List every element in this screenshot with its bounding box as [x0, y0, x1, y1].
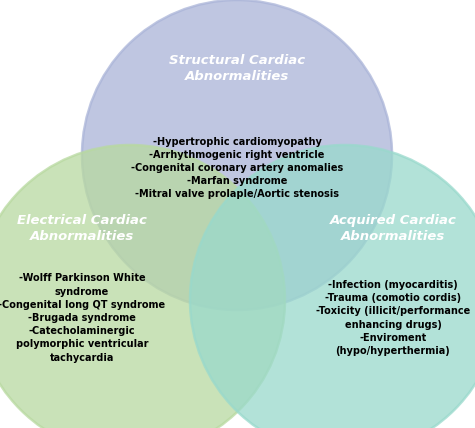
Text: -Hypertrophic cardiomyopathy
-Arrhythmogenic right ventricle
-Congenital coronar: -Hypertrophic cardiomyopathy -Arrhythmog… — [131, 137, 343, 199]
Circle shape — [82, 0, 392, 310]
Text: -Infection (myocarditis)
-Trauma (comotio cordis)
-Toxicity (illicit/performance: -Infection (myocarditis) -Trauma (comoti… — [316, 280, 470, 356]
Text: Electrical Cardiac
Abnormalities: Electrical Cardiac Abnormalities — [17, 214, 147, 243]
Circle shape — [0, 145, 285, 428]
Text: Structural Cardiac
Abnormalities: Structural Cardiac Abnormalities — [169, 54, 305, 83]
Text: Acquired Cardiac
Abnormalities: Acquired Cardiac Abnormalities — [330, 214, 456, 243]
Circle shape — [190, 145, 475, 428]
Text: -Wolff Parkinson White
syndrome
-Congenital long QT syndrome
-Brugada syndrome
-: -Wolff Parkinson White syndrome -Congeni… — [0, 273, 166, 363]
